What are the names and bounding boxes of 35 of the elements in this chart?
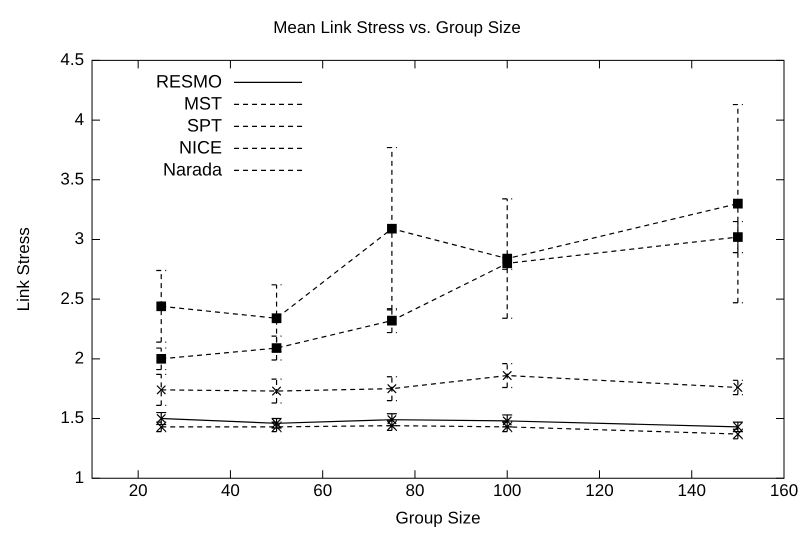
point xyxy=(502,370,512,380)
y-tick-label: 3 xyxy=(74,229,84,248)
legend-label: SPT xyxy=(187,115,222,136)
x-tick-label: 20 xyxy=(128,481,148,500)
y-axis-title: Link Stress xyxy=(14,227,33,312)
legend-label: Narada xyxy=(162,159,224,180)
x-tick-label: 60 xyxy=(313,481,332,500)
point xyxy=(733,232,743,242)
point xyxy=(733,198,743,208)
point xyxy=(387,384,397,394)
y-tick-label: 1 xyxy=(74,468,84,487)
y-tick-label: 2 xyxy=(74,348,84,368)
x-tick-label: 80 xyxy=(405,481,424,500)
y-tick-label: 4.5 xyxy=(60,50,84,70)
legend-label: MST xyxy=(184,93,222,114)
point xyxy=(156,385,166,395)
point xyxy=(272,313,282,324)
y-tick-label: 1.5 xyxy=(60,408,84,428)
x-tick-label: 100 xyxy=(493,481,522,500)
y-tick-label: 2.5 xyxy=(60,288,84,308)
point xyxy=(272,343,282,353)
legend-label: NICE xyxy=(179,137,222,158)
y-tick-label: 4 xyxy=(74,110,84,129)
point xyxy=(387,316,397,326)
x-tick-label: 140 xyxy=(678,481,706,500)
point xyxy=(387,224,397,234)
y-tick-label: 3.5 xyxy=(60,169,84,188)
point xyxy=(272,386,282,396)
point xyxy=(156,354,166,364)
chart-title: Mean Link Stress vs. Group Size xyxy=(273,18,521,37)
legend-label: RESMO xyxy=(156,71,222,92)
x-tick-label: 120 xyxy=(585,481,614,500)
x-axis-title: Group Size xyxy=(395,508,481,528)
x-tick-label: 160 xyxy=(770,481,798,500)
x-tick-label: 40 xyxy=(220,481,240,500)
